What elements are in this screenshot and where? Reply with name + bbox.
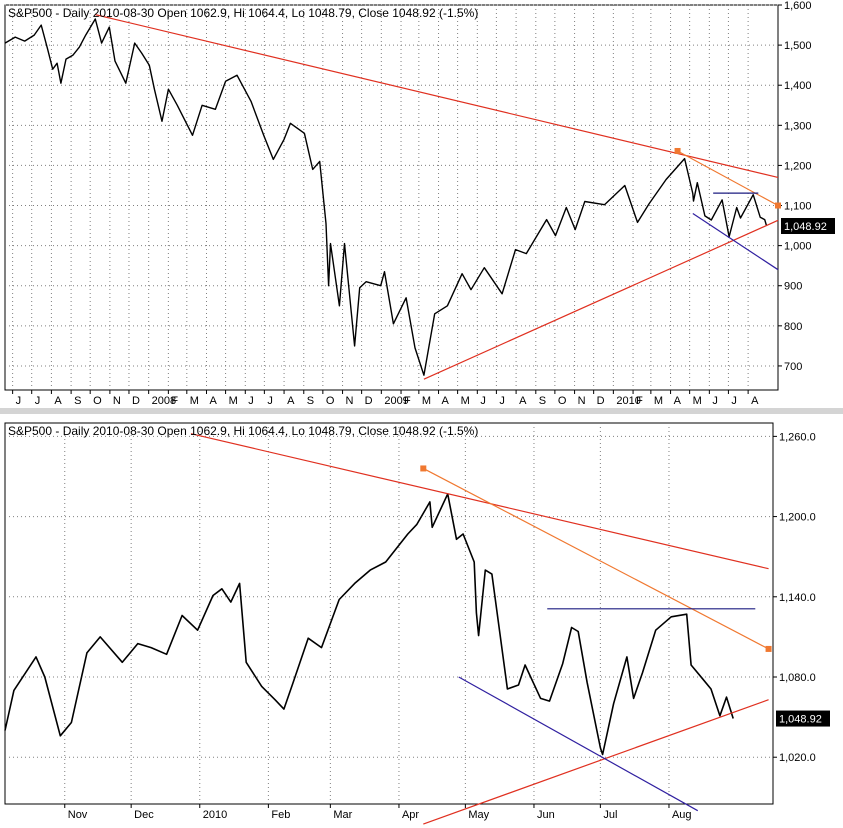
x-tick-label: S [307, 395, 314, 407]
x-tick-label: M [461, 395, 470, 407]
x-tick-label: F [636, 395, 643, 407]
x-tick-label: 2008 [152, 395, 176, 407]
x-tick-label: Feb [271, 809, 290, 821]
last-price-label: 1,048.92 [779, 714, 822, 726]
x-tick-label: Jun [537, 809, 555, 821]
price-series-line[interactable] [4, 493, 734, 756]
x-tick-label: D [597, 395, 605, 407]
x-tick-label: N [113, 395, 121, 407]
last-price-badge [776, 710, 830, 727]
x-tick-label: Aug [672, 809, 692, 821]
last-price-label: 1,048.92 [784, 221, 827, 233]
trendline-orange[interactable] [423, 467, 769, 650]
x-tick-label: S [74, 395, 81, 407]
x-tick-label: A [287, 395, 295, 407]
x-tick-label: J [267, 395, 273, 407]
y-tick-label: 1,260.0 [779, 431, 816, 443]
x-tick-label: Dec [134, 809, 154, 821]
x-tick-label: D [365, 395, 373, 407]
x-tick-label: J [248, 395, 254, 407]
x-tick-label: M [693, 395, 702, 407]
x-tick-label: F [171, 395, 178, 407]
trendline-blue[interactable] [458, 676, 699, 812]
x-tick-label: O [93, 395, 102, 407]
x-tick-label: M [229, 395, 238, 407]
panel-separator[interactable] [0, 408, 843, 414]
trendline-blue[interactable] [692, 213, 779, 271]
trendline-handle[interactable] [420, 465, 427, 472]
x-tick-label: M [654, 395, 663, 407]
x-tick-label: A [519, 395, 527, 407]
x-tick-label: N [578, 395, 586, 407]
x-tick-label: O [326, 395, 335, 407]
y-tick-label: 1,600 [784, 0, 812, 12]
x-tick-label: J [712, 395, 718, 407]
plot-frame [4, 422, 774, 805]
y-tick-label: 1,400 [784, 80, 812, 92]
x-tick-label: J [480, 395, 486, 407]
last-price-badge [781, 218, 835, 235]
y-tick-label: 1,200 [784, 160, 812, 172]
y-tick-label: 1,200.0 [779, 512, 816, 524]
x-tick-label: Nov [68, 809, 88, 821]
y-tick-label: 1,080.0 [779, 672, 816, 684]
price-chart-long-term[interactable]: 700 800 900 1,000 1,100 1,200 1,300 1,400 1,500 1… [0, 0, 843, 408]
price-series-line[interactable] [4, 18, 768, 376]
y-tick-label: 1,000 [784, 241, 812, 253]
y-tick-label: 1,140.0 [779, 592, 816, 604]
price-chart-zoomed[interactable]: 1,020.0 1,080.0 1,140.0 1,200.0 1,260.0 Nov De… [0, 414, 843, 828]
y-tick-label: 1,020.0 [779, 752, 816, 764]
x-tick-label: Jul [603, 809, 617, 821]
x-tick-label: A [674, 395, 682, 407]
x-tick-label: J [35, 395, 41, 407]
x-tick-label: N [346, 395, 354, 407]
trendline-handle[interactable] [765, 645, 772, 652]
x-tick-label: 2010 [616, 395, 640, 407]
trendline-handle[interactable] [674, 147, 681, 154]
x-tick-label: F [404, 395, 411, 407]
y-tick-label: 800 [784, 321, 802, 333]
x-tick-label: A [54, 395, 62, 407]
trendline-red[interactable] [423, 219, 779, 380]
x-tick-label: M [422, 395, 431, 407]
trendline-handle[interactable] [775, 202, 781, 209]
x-tick-label: May [468, 809, 489, 821]
x-tick-label: D [132, 395, 140, 407]
chart-title: S&P500 - Daily 2010-08-30 Open 1062.9, H… [8, 424, 478, 438]
x-tick-label: J [16, 395, 21, 407]
trendline-red[interactable] [190, 433, 769, 570]
trendline-red[interactable] [95, 14, 779, 179]
x-tick-label: A [210, 395, 218, 407]
x-tick-label: A [442, 395, 450, 407]
x-tick-label: M [190, 395, 199, 407]
chart-title: S&P500 - Daily 2010-08-30 Open 1062.9, H… [8, 6, 478, 20]
x-tick-label: J [499, 395, 505, 407]
x-tick-label: Mar [333, 809, 352, 821]
x-tick-label: O [558, 395, 567, 407]
y-tick-label: 1,100 [784, 201, 812, 213]
y-tick-label: 700 [784, 361, 802, 373]
trendline-red[interactable] [423, 699, 769, 825]
chart-1: 700 800 900 1,000 1,100 1,200 1,300 1,400 1,500 1… [4, 0, 835, 407]
chart-2: 1,020.0 1,080.0 1,140.0 1,200.0 1,260.0 Nov De… [4, 422, 830, 825]
main-chart-panel[interactable]: 700 800 900 1,000 1,100 1,200 1,300 1,400 1,500 1… [0, 0, 843, 408]
x-tick-label: S [539, 395, 546, 407]
y-tick-label: 1,300 [784, 120, 812, 132]
plot-frame [4, 4, 779, 391]
x-tick-label: 2009 [384, 395, 408, 407]
x-tick-label: J [731, 395, 737, 407]
trendline-orange[interactable] [677, 150, 779, 207]
x-tick-label: 2010 [203, 809, 227, 821]
y-tick-label: 900 [784, 281, 802, 293]
y-tick-label: 1,500 [784, 40, 812, 52]
x-tick-label: A [751, 395, 759, 407]
x-tick-label: Apr [402, 809, 419, 821]
zoom-chart-panel[interactable]: 1,020.0 1,080.0 1,140.0 1,200.0 1,260.0 Nov De… [0, 414, 843, 828]
